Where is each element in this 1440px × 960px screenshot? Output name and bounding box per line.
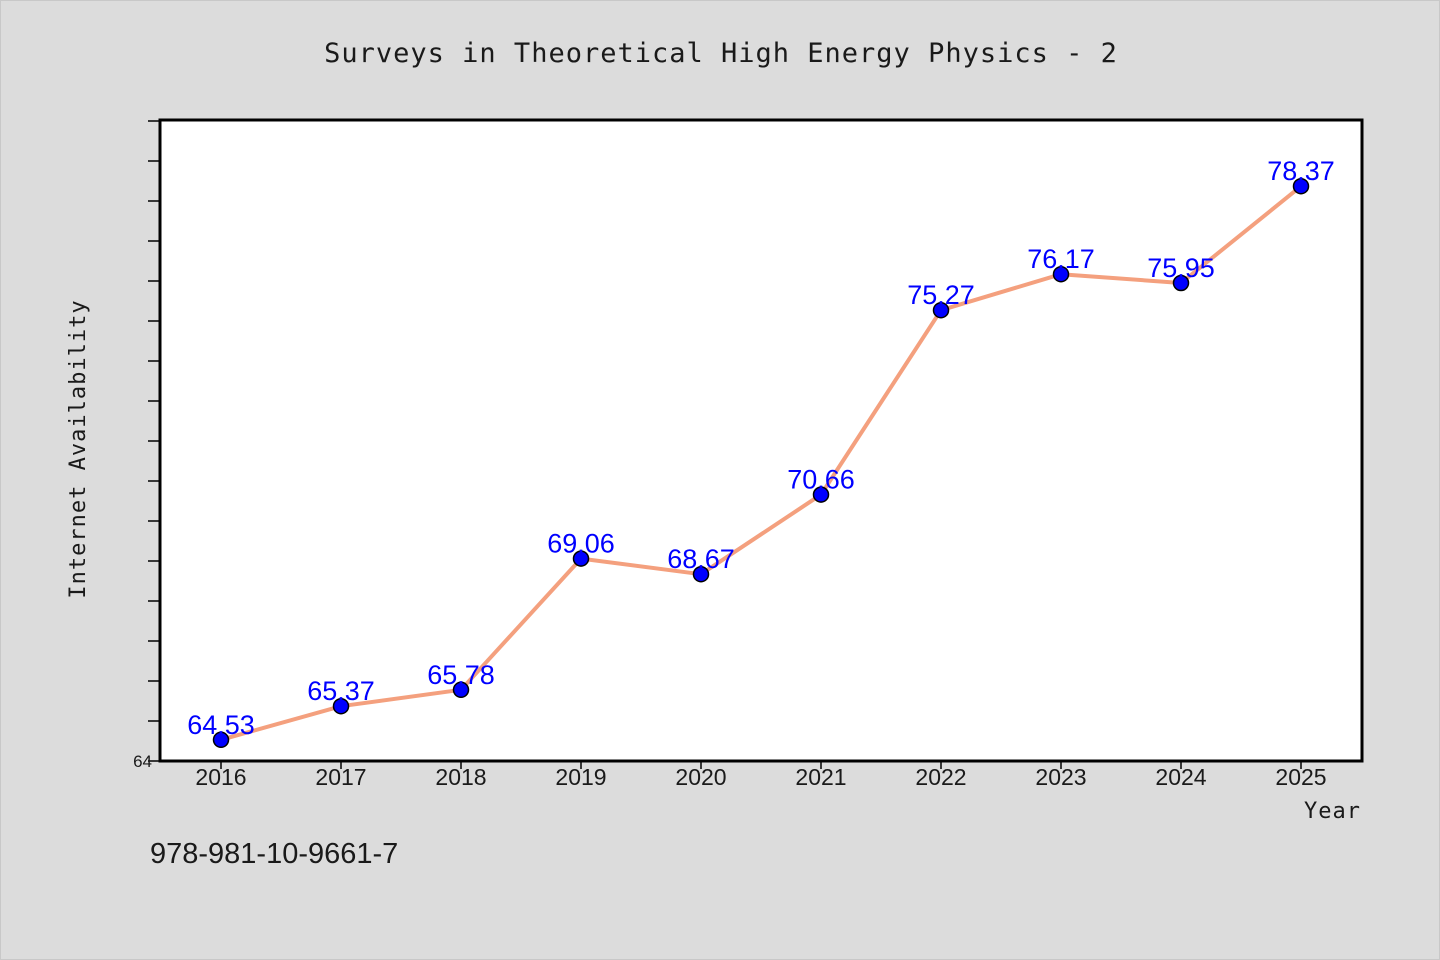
x-axis-ticks bbox=[220, 761, 1302, 769]
data-point bbox=[452, 681, 470, 699]
x-tick-label: 2023 bbox=[1035, 764, 1086, 790]
x-tick-label: 2022 bbox=[915, 764, 966, 790]
x-tick-label: 2021 bbox=[795, 764, 846, 790]
data-label: 75.95 bbox=[1147, 253, 1215, 283]
data-label: 68.67 bbox=[667, 544, 735, 574]
data-label: 78.37 bbox=[1267, 156, 1335, 186]
x-axis-label: Year bbox=[1304, 799, 1361, 824]
data-point bbox=[692, 565, 710, 583]
data-label: 70.66 bbox=[787, 465, 855, 495]
data-point bbox=[572, 550, 590, 567]
plot-area bbox=[158, 118, 1364, 763]
data-point bbox=[932, 301, 950, 319]
x-tick-label: 2025 bbox=[1275, 764, 1326, 790]
x-tick-label: 2017 bbox=[315, 764, 366, 790]
isbn-text: 978-981-10-9661-7 bbox=[150, 838, 398, 870]
data-label: 65.37 bbox=[307, 676, 375, 706]
x-tick-label: 2019 bbox=[555, 764, 606, 790]
data-label: 76.17 bbox=[1027, 244, 1095, 274]
data-label: 65.78 bbox=[427, 660, 495, 690]
data-label: 69.06 bbox=[547, 529, 615, 559]
x-tick-label: 2024 bbox=[1155, 764, 1206, 790]
data-label: 75.27 bbox=[907, 280, 975, 310]
data-point bbox=[1172, 274, 1190, 292]
y-axis-ticks bbox=[148, 120, 160, 762]
x-tick-label: 2020 bbox=[675, 764, 726, 790]
x-tick-label: 2018 bbox=[435, 764, 486, 790]
data-label: 64.53 bbox=[187, 710, 255, 740]
series-layer: 64.53 65.37 65.78 69.06 68.67 70.66 75.27 76.17… bbox=[187, 156, 1335, 749]
x-axis-tick-labels: 2016 2017 2018 2019 2020 2021 2022 2023 2024 2025 bbox=[195, 764, 1326, 790]
data-point bbox=[332, 697, 350, 715]
y-axis-label: Internet Availability bbox=[66, 299, 91, 598]
data-point bbox=[1052, 265, 1070, 283]
chart-title: Surveys in Theoretical High Energy Physi… bbox=[324, 38, 1118, 69]
y-axis-tick-labels: 64 bbox=[133, 752, 152, 771]
data-point bbox=[212, 731, 230, 749]
data-point bbox=[1292, 177, 1310, 195]
series-line bbox=[219, 184, 1303, 742]
x-tick-label: 2016 bbox=[195, 764, 246, 790]
y-tick-label: 64 bbox=[133, 752, 152, 771]
data-point bbox=[812, 486, 830, 503]
